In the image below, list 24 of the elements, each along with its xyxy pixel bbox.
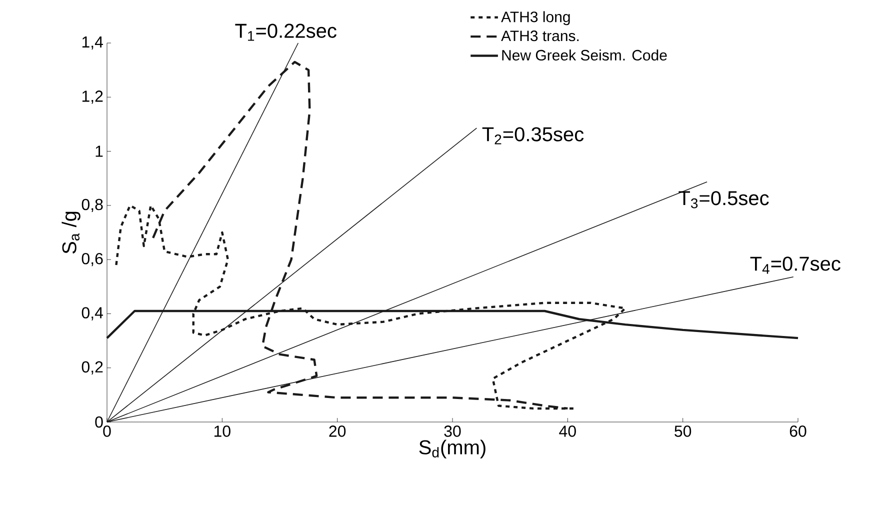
legend-label: New Greek Seism. Code bbox=[502, 50, 667, 61]
annotation: T$_{1}$=0.22sec bbox=[235, 24, 336, 41]
annotation: T$_{4}$=0.7sec bbox=[750, 256, 840, 274]
y-tick-label: 0,8 bbox=[82, 198, 103, 212]
x-tick-label: 40 bbox=[559, 426, 576, 437]
x-tick-label: 0 bbox=[103, 426, 111, 437]
y-tick-label: 0 bbox=[95, 416, 103, 428]
y-tick-label: 0,6 bbox=[82, 252, 103, 266]
x-tick-label: 10 bbox=[214, 426, 230, 437]
y-tick-label: 0,2 bbox=[82, 361, 103, 374]
annotation: T$_{3}$=0.5sec bbox=[678, 191, 769, 208]
legend-label: ATH3 long bbox=[501, 11, 570, 26]
y-axis-title: S$_{a}$ /g bbox=[62, 212, 80, 254]
x-axis-title: S$_{d}$(mm) bbox=[419, 440, 486, 458]
legend-label: ATH3 trans. bbox=[501, 30, 579, 42]
y-tick-label: 1 bbox=[96, 146, 103, 157]
y-tick-label: 1,2 bbox=[82, 90, 103, 104]
y-tick-label: 0,4 bbox=[82, 307, 103, 320]
y-tick-label: 1,4 bbox=[82, 36, 103, 50]
x-tick-label: 60 bbox=[790, 426, 806, 437]
x-tick-label: 30 bbox=[444, 426, 461, 437]
x-tick-label: 50 bbox=[674, 426, 692, 437]
annotation: T$_{2}$=0.35sec bbox=[482, 127, 584, 144]
x-tick-label: 20 bbox=[329, 426, 346, 437]
